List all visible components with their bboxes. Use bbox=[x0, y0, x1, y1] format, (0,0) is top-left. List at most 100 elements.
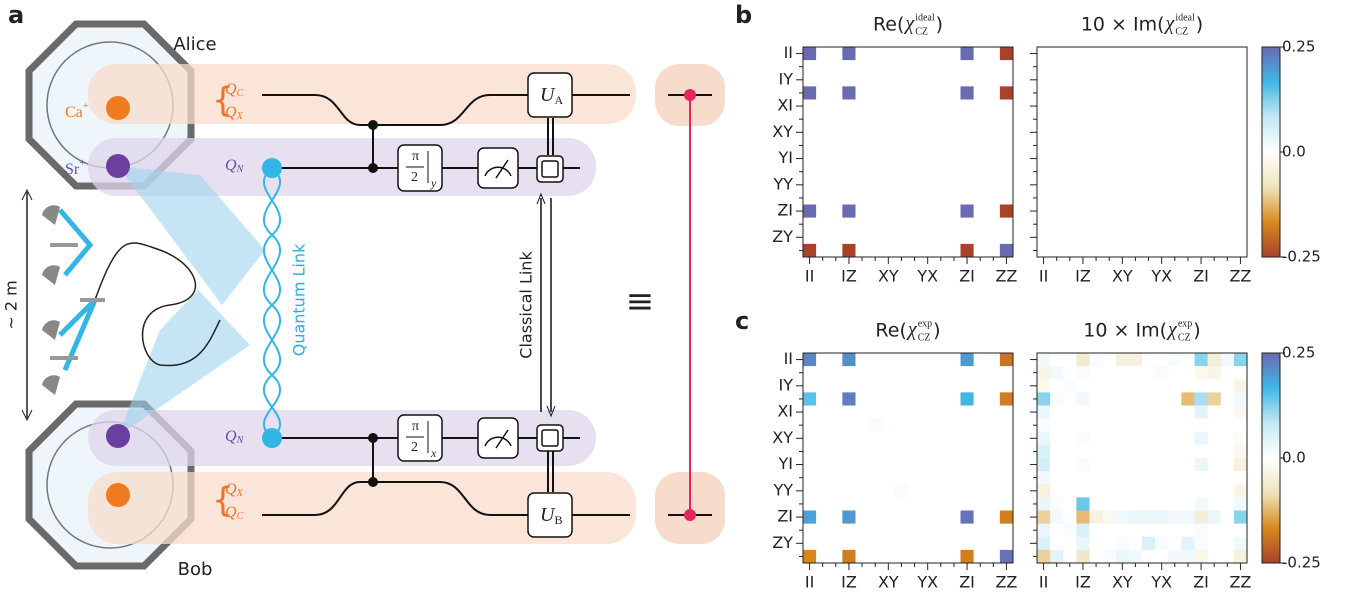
cell bbox=[921, 431, 935, 446]
x-tick-label: ZZ bbox=[995, 267, 1017, 286]
cell bbox=[947, 458, 961, 472]
cell bbox=[908, 191, 922, 205]
cell bbox=[816, 204, 830, 218]
y-tick-label: YI bbox=[778, 148, 794, 167]
cell bbox=[842, 458, 856, 472]
cell bbox=[1142, 191, 1156, 205]
cell bbox=[1037, 510, 1051, 524]
cell bbox=[1168, 431, 1182, 446]
cell bbox=[908, 165, 922, 179]
cell bbox=[947, 60, 961, 74]
cell bbox=[1050, 431, 1064, 446]
cell bbox=[816, 444, 830, 459]
cell bbox=[1063, 523, 1077, 538]
cell bbox=[908, 47, 922, 61]
cell bbox=[934, 431, 948, 446]
cell bbox=[1168, 366, 1182, 380]
cell bbox=[894, 353, 909, 367]
cell bbox=[894, 178, 909, 192]
equivalence: ≡ bbox=[626, 282, 655, 322]
cell bbox=[921, 458, 935, 472]
cell bbox=[1207, 405, 1222, 419]
cell bbox=[1220, 471, 1235, 485]
cell bbox=[947, 138, 961, 153]
cell bbox=[894, 405, 909, 419]
cell bbox=[999, 405, 1014, 419]
qubit-sub: N bbox=[236, 164, 245, 175]
gate-symbol: U bbox=[540, 84, 556, 106]
cell bbox=[921, 138, 935, 153]
cell bbox=[855, 471, 869, 485]
x-tick-label: IZ bbox=[841, 267, 857, 286]
cell bbox=[908, 152, 922, 166]
cell bbox=[894, 484, 909, 498]
cell bbox=[881, 178, 896, 192]
title-text: 10 × Im( bbox=[1081, 14, 1165, 36]
cell bbox=[1207, 230, 1222, 245]
cell bbox=[1102, 418, 1117, 433]
cell bbox=[1102, 217, 1117, 232]
cell bbox=[1142, 112, 1156, 127]
y-tick-label: ZI bbox=[777, 507, 793, 526]
cell bbox=[1115, 510, 1130, 524]
cell bbox=[842, 497, 856, 511]
cell bbox=[934, 353, 948, 367]
cell bbox=[1194, 86, 1208, 100]
cell bbox=[960, 549, 974, 564]
cell bbox=[842, 431, 856, 446]
cell bbox=[1233, 471, 1248, 485]
gate-label: UA bbox=[540, 84, 563, 107]
cell bbox=[894, 47, 909, 61]
cell bbox=[1050, 353, 1064, 367]
cell bbox=[1102, 458, 1117, 472]
cell bbox=[1076, 418, 1090, 433]
cell bbox=[1063, 444, 1077, 459]
cell bbox=[1142, 204, 1156, 218]
cell bbox=[1233, 60, 1248, 74]
cell bbox=[881, 353, 896, 367]
cell bbox=[1194, 497, 1208, 511]
cell bbox=[1194, 536, 1208, 551]
cell bbox=[829, 230, 843, 245]
cell bbox=[1194, 60, 1208, 74]
x-tick-label: YX bbox=[916, 267, 938, 286]
cell bbox=[1155, 484, 1169, 498]
cell bbox=[829, 99, 843, 113]
cell bbox=[947, 431, 961, 446]
cell bbox=[986, 549, 1001, 564]
cell bbox=[1194, 112, 1208, 127]
cell bbox=[1076, 86, 1090, 100]
plot-frame bbox=[802, 352, 1014, 564]
chart-title: 10 × Im(χ exp CZ) bbox=[1083, 318, 1200, 343]
cell bbox=[1063, 125, 1077, 140]
cell bbox=[1089, 152, 1103, 166]
cell bbox=[1050, 152, 1064, 166]
cell bbox=[1076, 99, 1090, 113]
cell bbox=[816, 47, 830, 61]
cell bbox=[934, 484, 948, 498]
cell bbox=[908, 431, 922, 446]
y-tick-label: XY bbox=[772, 428, 793, 447]
cell bbox=[1102, 484, 1117, 498]
cell bbox=[1128, 99, 1143, 113]
cell bbox=[999, 510, 1014, 524]
cell bbox=[947, 204, 961, 218]
cell bbox=[1181, 125, 1195, 140]
cell bbox=[1181, 138, 1195, 153]
title-sub: CZ bbox=[915, 26, 928, 37]
cell bbox=[1050, 366, 1064, 380]
cell bbox=[1115, 523, 1130, 538]
cell bbox=[868, 47, 883, 61]
cell bbox=[1089, 484, 1103, 498]
colorbar bbox=[1261, 46, 1281, 258]
cell bbox=[1220, 230, 1235, 245]
cell bbox=[829, 510, 843, 524]
cell bbox=[973, 366, 988, 380]
cell bbox=[934, 99, 948, 113]
cell bbox=[999, 217, 1014, 232]
cell bbox=[855, 392, 869, 406]
cell bbox=[1168, 99, 1182, 113]
cell bbox=[921, 444, 935, 459]
ion-label-sup: + bbox=[79, 157, 85, 169]
cell bbox=[1102, 112, 1117, 127]
